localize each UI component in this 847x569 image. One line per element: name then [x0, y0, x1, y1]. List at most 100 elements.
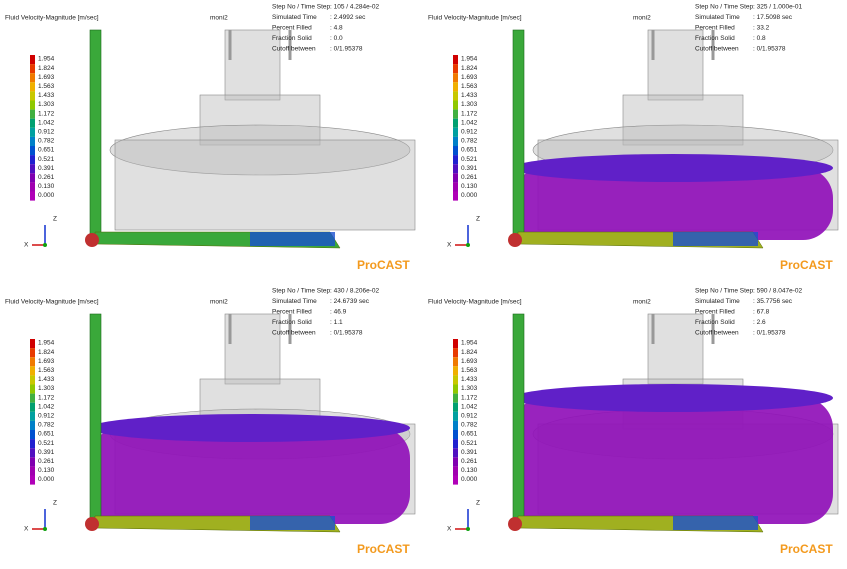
casting-body: [199, 94, 321, 146]
sprue: [512, 29, 525, 241]
sprue: [512, 313, 525, 525]
axis-x-label: X: [447, 242, 452, 249]
gate: [508, 233, 522, 247]
legend-swatch: [453, 73, 458, 83]
info-label: Percent Filled: [695, 309, 735, 316]
gate: [85, 233, 99, 247]
info-value: : 0.8: [753, 35, 766, 42]
legend-label: 0.391: [461, 165, 478, 172]
info-value: : 17.5098 sec: [753, 14, 793, 21]
legend-swatch: [30, 411, 35, 421]
casting-top: [224, 29, 281, 101]
legend-swatch: [30, 357, 35, 367]
info-label: Step No / Time Step: [272, 4, 331, 11]
axis-x-label: X: [447, 526, 452, 533]
legend-label: 0.912: [461, 413, 478, 420]
filled-top: [513, 154, 833, 182]
legend-label: 1.042: [461, 403, 478, 410]
brand: ProCAST: [780, 258, 833, 272]
legend-label: 0.000: [38, 192, 55, 199]
legend-swatch: [30, 448, 35, 458]
legend-label: 1.954: [38, 56, 55, 63]
legend-swatch: [30, 82, 35, 92]
runner-tip: [673, 232, 758, 246]
info-value: : 0/1.95378: [330, 46, 363, 53]
legend-swatch: [30, 109, 35, 119]
gate: [85, 517, 99, 531]
info-label: Fraction Solid: [695, 319, 735, 326]
info-label: Step No / Time Step: [695, 4, 754, 11]
legend-label: 0.261: [38, 458, 55, 465]
info-label: Percent Filled: [272, 309, 312, 316]
legend-label: 1.303: [461, 385, 478, 392]
legend-label: 0.000: [461, 192, 478, 199]
legend-swatch: [30, 402, 35, 412]
legend-label: 1.824: [461, 65, 478, 72]
info-value: : 46.9: [330, 309, 347, 316]
legend-label: 1.693: [38, 74, 55, 81]
info-value: : 1.1: [330, 319, 343, 326]
casting-base: [114, 139, 416, 231]
axis-origin: [43, 527, 47, 531]
info-label: Cutoff between: [695, 330, 739, 337]
legend-swatch: [453, 348, 458, 358]
legend-swatch: [453, 100, 458, 110]
legend-swatch: [453, 366, 458, 376]
info-value: : 430 / 8.206e-02: [330, 288, 380, 295]
info-label: Fraction Solid: [272, 319, 312, 326]
legend-label: 0.521: [38, 440, 55, 447]
legend-swatch: [453, 339, 458, 349]
axis-z-label: Z: [476, 216, 480, 223]
legend-label: 0.391: [38, 165, 55, 172]
info-value: : 0/1.95378: [753, 46, 786, 53]
legend-swatch: [30, 393, 35, 403]
axis-origin: [466, 243, 470, 247]
legend-label: 1.042: [38, 119, 55, 126]
info-value: : 0/1.95378: [330, 330, 363, 337]
legend-label: 0.130: [461, 183, 478, 190]
legend-swatch: [30, 384, 35, 394]
legend-swatch: [453, 182, 458, 192]
info-label: Step No / Time Step: [695, 288, 754, 295]
legend-swatch: [30, 136, 35, 146]
legend-swatch: [453, 448, 458, 458]
info-label: Percent Filled: [272, 25, 312, 32]
legend-label: 1.042: [38, 403, 55, 410]
legend-label: 1.433: [38, 92, 55, 99]
legend-label: 0.912: [38, 129, 55, 136]
panel: Fluid Velocity-Magnitude [m/sec] moni2 Ste…: [5, 288, 416, 556]
view-title: Fluid Velocity-Magnitude [m/sec]: [5, 15, 99, 22]
view-title: Fluid Velocity-Magnitude [m/sec]: [428, 299, 522, 306]
legend-label: 1.303: [38, 101, 55, 108]
panel: Fluid Velocity-Magnitude [m/sec] moni2 Ste…: [5, 4, 416, 272]
info-value: : 24.6739 sec: [330, 298, 370, 305]
legend-label: 1.693: [461, 74, 478, 81]
legend-label: 0.391: [38, 449, 55, 456]
legend-label: 1.303: [461, 101, 478, 108]
info-value: : 2.6: [753, 319, 766, 326]
casting-body: [622, 94, 744, 146]
legend-swatch: [30, 339, 35, 349]
brand: ProCAST: [357, 542, 410, 556]
legend-swatch: [453, 155, 458, 165]
legend-swatch: [30, 100, 35, 110]
info-label: Fraction Solid: [695, 35, 735, 42]
legend-swatch: [453, 393, 458, 403]
legend-label: 0.782: [461, 422, 478, 429]
legend-label: 0.130: [38, 183, 55, 190]
legend-swatch: [30, 73, 35, 83]
info-label: Simulated Time: [272, 298, 317, 305]
legend-label: 0.651: [461, 431, 478, 438]
sprue: [89, 313, 102, 525]
legend-label: 0.000: [38, 476, 55, 483]
model-name: moni2: [210, 299, 228, 306]
legend-swatch: [453, 402, 458, 412]
legend-swatch: [30, 173, 35, 183]
info-value: : 4.8: [330, 25, 343, 32]
legend-label: 1.824: [461, 349, 478, 356]
legend-swatch: [453, 411, 458, 421]
legend-swatch: [30, 348, 35, 358]
info-label: Percent Filled: [695, 25, 735, 32]
info-label: Cutoff between: [272, 46, 316, 53]
axis-x-label: X: [24, 242, 29, 249]
